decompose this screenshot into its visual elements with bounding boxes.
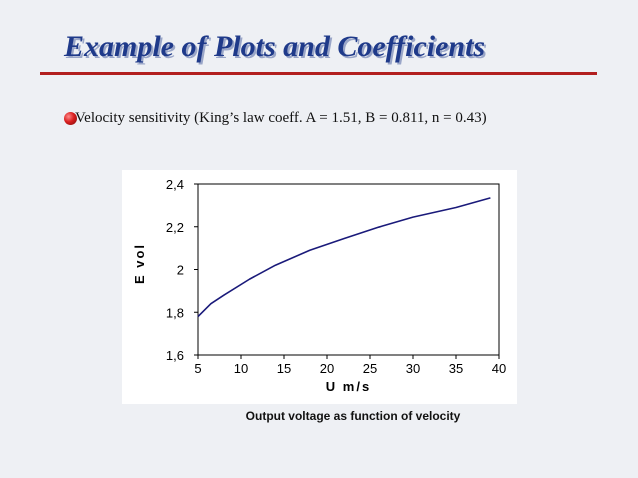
- title-divider: [40, 72, 597, 75]
- x-tick-label: 15: [277, 361, 291, 376]
- y-tick-label: 2,4: [166, 177, 184, 192]
- x-tick-label: 20: [320, 361, 334, 376]
- x-tick-label: 5: [194, 361, 201, 376]
- x-tick-label: 30: [406, 361, 420, 376]
- y-axis-label: E vol: [132, 243, 147, 284]
- slide-title: Example of Plots and Coefficients: [64, 30, 486, 63]
- series-line: [197, 197, 491, 318]
- plot-frame: [197, 183, 500, 356]
- bullet-icon: [64, 112, 77, 125]
- x-tick-label: 35: [449, 361, 463, 376]
- y-tick-label: 1,6: [166, 348, 184, 363]
- chart-area: 5 10 15 20 25 30 35 40 1,6 1,8 2 2,2 2,4 U m/s E vol: [122, 170, 517, 404]
- chart-caption: Output voltage as function of velocity: [245, 409, 461, 423]
- x-axis-label: U m/s: [326, 379, 371, 394]
- y-tick-label: 2: [177, 263, 184, 278]
- y-tick-label: 1,8: [166, 305, 184, 320]
- y-tick-label: 2,2: [166, 220, 184, 235]
- x-tick-label: 25: [363, 361, 377, 376]
- x-tick-label: 10: [234, 361, 248, 376]
- x-tick-label: 40: [492, 361, 506, 376]
- line-chart: 5 10 15 20 25 30 35 40 1,6 1,8 2 2,2 2,4 U m/s E vol: [132, 177, 506, 394]
- bullet-text: Velocity sensitivity (King’s law coeff. …: [75, 110, 487, 126]
